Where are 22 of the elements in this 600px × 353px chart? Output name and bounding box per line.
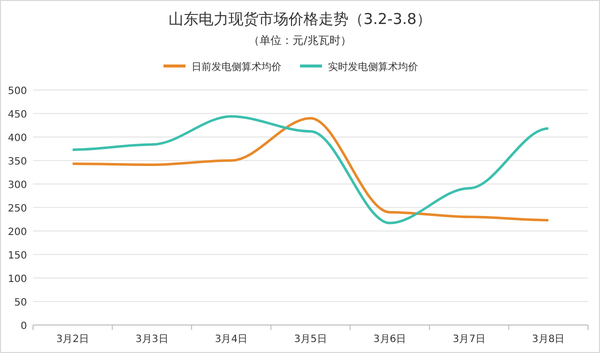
x-tick-label: 3月6日 — [373, 334, 406, 345]
legend-label: 实时发电侧算术均价 — [328, 61, 418, 73]
y-tick-label: 300 — [8, 180, 27, 191]
chart-subtitle: （单位：元/兆瓦时） — [248, 34, 352, 47]
x-tick-label: 3月4日 — [214, 334, 248, 345]
y-tick-label: 0 — [20, 321, 27, 332]
chart-title: 山东电力现货市场价格走势（3.2-3.8） — [168, 10, 432, 28]
y-tick-label: 350 — [8, 156, 27, 168]
legend-label: 日前发电侧算术均价 — [192, 61, 282, 73]
y-tick-label: 100 — [8, 274, 27, 285]
x-tick-label: 3月2日 — [56, 334, 90, 345]
y-tick-label: 200 — [8, 227, 27, 238]
y-tick-label: 150 — [8, 250, 27, 262]
x-tick-label: 3月5日 — [294, 334, 327, 345]
y-tick-label: 250 — [8, 204, 27, 214]
x-tick-label: 3月3日 — [136, 334, 168, 345]
x-tick-label: 3月8日 — [532, 334, 565, 345]
y-tick-label: 50 — [14, 298, 27, 308]
y-tick-label: 450 — [8, 110, 27, 120]
x-tick-label: 3月7日 — [452, 334, 486, 345]
y-tick-label: 400 — [8, 133, 27, 144]
y-tick-label: 500 — [8, 86, 27, 97]
